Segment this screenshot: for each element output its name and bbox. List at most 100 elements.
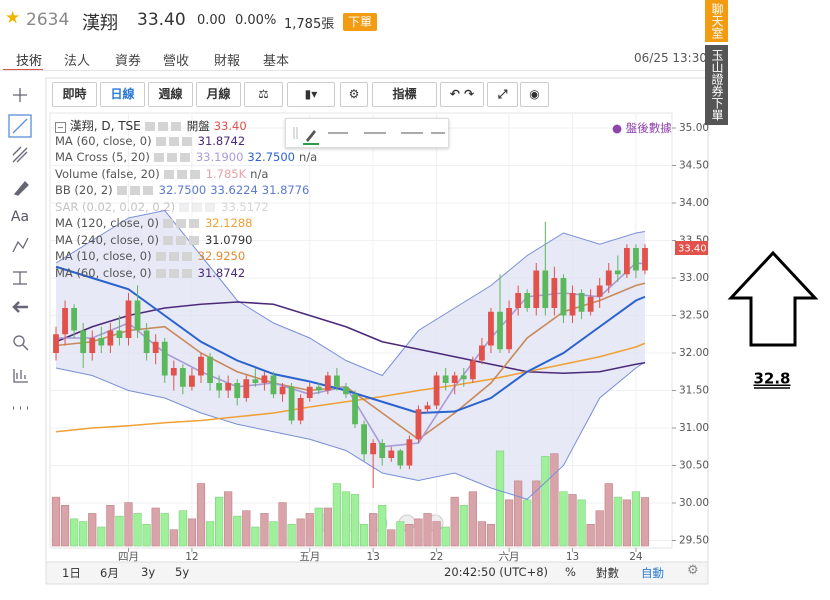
candle-body — [633, 248, 639, 271]
volume-bar — [495, 450, 505, 547]
brush-tool[interactable] — [13, 181, 29, 196]
range-button[interactable]: 5y — [175, 565, 190, 579]
legend-icons — [162, 219, 201, 228]
candle-body — [279, 386, 286, 395]
volume-bar — [70, 518, 79, 547]
stock-price: 33.40 — [137, 10, 186, 30]
legend-name: MA (240, close, 0) — [55, 232, 159, 247]
pattern-tool[interactable] — [12, 237, 29, 253]
auto-toggle[interactable]: 自動 — [641, 566, 664, 580]
volume-bar — [523, 499, 532, 547]
volume-bar — [514, 480, 523, 547]
zoom-tool[interactable] — [13, 335, 25, 347]
volume-bar — [296, 518, 305, 547]
candle-body — [71, 308, 78, 331]
candle-body — [207, 356, 213, 383]
last-price-tag — [675, 241, 708, 255]
pen-icon[interactable] — [306, 130, 316, 142]
candle-body — [243, 379, 250, 398]
volume-bar — [622, 499, 631, 547]
volume-bar — [88, 513, 97, 547]
toolbar-button[interactable]: 日線 — [100, 82, 145, 107]
ma-line — [55, 282, 646, 441]
candle-body — [451, 375, 458, 383]
tab[interactable]: 基本 — [263, 54, 290, 69]
candle-body — [62, 308, 68, 335]
candle-body — [152, 341, 159, 353]
candle-body — [334, 375, 340, 387]
line-tool[interactable] — [12, 118, 28, 134]
legend-icons — [155, 136, 194, 146]
volume-bar — [359, 523, 369, 547]
candle-body — [478, 345, 485, 361]
x-tick-label: 13 — [366, 551, 379, 563]
fullscreen-button[interactable]: ⤢ — [487, 82, 518, 107]
y-tick-label: 32.50 — [679, 310, 709, 322]
candle-body — [252, 379, 259, 383]
legend-icons — [155, 252, 194, 261]
line-tool-selected[interactable] — [8, 114, 32, 138]
compare-button[interactable]: ⚖ — [244, 82, 283, 107]
bb-line — [55, 209, 646, 377]
percent-toggle[interactable]: % — [565, 565, 576, 579]
legend-value: 31.8776 — [261, 183, 310, 197]
legend-value: 31.8742 — [197, 133, 246, 148]
volume-bar — [541, 456, 550, 547]
chat-button[interactable]: 聊天室 — [705, 0, 728, 42]
volume-bar — [577, 499, 586, 547]
fib-tool[interactable] — [12, 146, 28, 163]
legend: − 漢翔, D, TSE 開盤 33.40 MA (60, close, 0) 31.8… — [55, 117, 321, 282]
range-button[interactable]: 3y — [141, 565, 156, 579]
volume-bar — [341, 491, 351, 547]
candle-body — [352, 394, 358, 425]
volume-bar — [486, 523, 496, 547]
undo-redo-button[interactable]: ↶ ↷ — [440, 82, 484, 107]
legend-name: MA (120, close, 0) — [55, 216, 159, 230]
bb-fill — [56, 210, 645, 500]
candle-body — [134, 300, 141, 331]
tab[interactable]: 資券 — [115, 54, 142, 69]
legend-icons — [144, 122, 183, 131]
toolbar-button[interactable]: 指標 — [372, 82, 437, 107]
measure-tool[interactable] — [13, 271, 27, 285]
volume-bar — [378, 504, 387, 547]
collapse-toggle[interactable]: − — [55, 122, 66, 133]
candle-body — [379, 443, 386, 458]
candle-body — [216, 383, 223, 391]
text-tool[interactable]: Aa — [11, 209, 29, 225]
tab[interactable]: 技術 — [16, 54, 43, 69]
toolbar-button[interactable]: 即時 — [52, 82, 97, 107]
toolbar-button[interactable]: 週線 — [148, 82, 193, 107]
range-button[interactable]: 6月 — [100, 566, 119, 580]
volume-bar — [441, 526, 450, 547]
ruler-tool[interactable] — [13, 369, 28, 383]
left-tools — [8, 88, 32, 410]
broker-order-button[interactable]: 玉山證券下單 — [705, 45, 728, 125]
tab[interactable]: 財報 — [214, 54, 241, 69]
order-button[interactable]: 下單 — [343, 13, 377, 31]
ma-line — [55, 301, 646, 375]
chart-type-button[interactable]: ▮▾ — [287, 82, 335, 107]
range-button[interactable]: 1日 — [62, 566, 81, 580]
candle-body — [560, 278, 567, 316]
crosshair-tool[interactable] — [13, 88, 27, 102]
candle-body — [89, 338, 96, 353]
volume-bar — [350, 494, 360, 547]
candle-body — [125, 300, 132, 338]
tab[interactable]: 法人 — [64, 54, 91, 69]
candle-body — [587, 296, 594, 312]
legend-row: MA (10, close, 0) 32.9250 — [55, 249, 321, 266]
remove-tool[interactable] — [12, 301, 28, 313]
snapshot-button[interactable]: ◉ — [520, 82, 549, 107]
annotation: 32.8 — [753, 370, 790, 388]
tab[interactable]: 營收 — [163, 54, 190, 69]
candle-body — [53, 334, 59, 353]
toolbar-button[interactable]: 月線 — [196, 82, 241, 107]
settings-button[interactable]: ⚙ — [340, 82, 368, 107]
favorite-star[interactable]: ★ — [5, 8, 21, 28]
after-hours[interactable]: ● 盤後數據 — [612, 121, 672, 135]
log-toggle[interactable]: 對數 — [596, 566, 619, 580]
x-tick-label: 六月 — [499, 551, 520, 563]
axis-settings[interactable]: ⚙ — [687, 563, 699, 578]
stock-code: 2634 — [26, 10, 70, 30]
